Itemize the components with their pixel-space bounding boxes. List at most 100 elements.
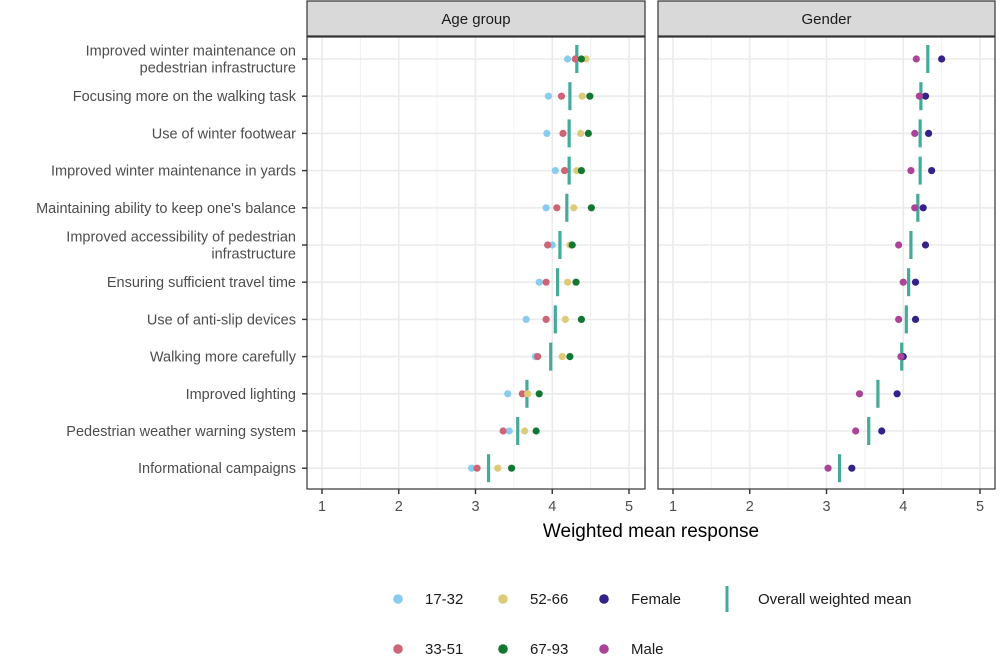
panel-age-group: Age group 1 2 3 4 5 bbox=[306, 0, 646, 515]
point-male bbox=[915, 92, 923, 100]
point-33-51 bbox=[473, 464, 481, 472]
point-female bbox=[911, 315, 920, 323]
point-67-93 bbox=[584, 129, 592, 137]
x-tick-label: 4 bbox=[548, 499, 556, 515]
x-tick-label: 3 bbox=[471, 499, 479, 515]
y-tick-label: Improved winter maintenance on pedestrian… bbox=[86, 44, 296, 77]
point-female bbox=[919, 204, 927, 212]
legend-item-male: Male bbox=[599, 641, 664, 658]
point-33-51 bbox=[542, 278, 550, 286]
point-67-93 bbox=[587, 204, 595, 212]
point-17-32 bbox=[543, 129, 551, 137]
point-67-93 bbox=[586, 92, 594, 100]
legend-label: 33-51 bbox=[425, 641, 463, 658]
legend-item-52-66: 52-66 bbox=[498, 591, 568, 608]
point-male bbox=[911, 129, 919, 137]
legend-label: Female bbox=[631, 591, 681, 608]
point-female bbox=[911, 278, 920, 286]
point-33-51 bbox=[560, 167, 569, 175]
facet-title: Age group bbox=[441, 11, 510, 28]
point-33-51 bbox=[544, 241, 552, 249]
y-tick-label: Pedestrian weather warning system bbox=[66, 424, 296, 440]
point-33-51 bbox=[571, 55, 579, 63]
x-tick-label: 3 bbox=[822, 499, 830, 515]
x-tick-label: 2 bbox=[746, 499, 754, 515]
x-tick-label: 5 bbox=[976, 499, 984, 515]
y-tick-label: Use of winter footwear bbox=[152, 126, 296, 142]
legend-key-dot bbox=[393, 644, 403, 654]
point-17-32 bbox=[468, 464, 476, 472]
point-33-51 bbox=[499, 427, 507, 435]
point-33-51 bbox=[553, 204, 561, 212]
legend-label: Male bbox=[631, 641, 664, 658]
point-33-51 bbox=[557, 92, 566, 100]
point-67-93 bbox=[568, 241, 576, 249]
point-female bbox=[893, 390, 901, 398]
legend-item-17-32: 17-32 bbox=[393, 591, 463, 608]
point-67-93 bbox=[577, 167, 586, 175]
y-tick-label: Focusing more on the walking task bbox=[73, 89, 297, 105]
y-axis: Improved winter maintenance on pedestrian… bbox=[36, 44, 307, 477]
point-17-32 bbox=[522, 315, 530, 323]
point-17-32 bbox=[505, 427, 513, 435]
point-male bbox=[899, 278, 907, 286]
legend-key-dot bbox=[599, 644, 609, 654]
legend-item-overall-weighted-mean: Overall weighted mean bbox=[725, 586, 911, 612]
y-tick-label: Informational campaigns bbox=[138, 461, 296, 477]
x-axis-title: Weighted mean response bbox=[543, 521, 759, 542]
point-female bbox=[921, 241, 930, 249]
point-52-66 bbox=[564, 278, 572, 286]
legend-label: 17-32 bbox=[425, 591, 463, 608]
point-52-66 bbox=[558, 353, 566, 361]
point-male bbox=[852, 427, 860, 435]
point-17-32 bbox=[551, 167, 559, 175]
point-male bbox=[895, 315, 903, 323]
point-17-32 bbox=[542, 204, 550, 212]
point-52-66 bbox=[561, 315, 569, 323]
point-female bbox=[848, 464, 856, 472]
panels: Age group 1 2 3 4 5 Gender 1 2 3 4 5 bbox=[306, 0, 996, 515]
x-tick-label: 1 bbox=[669, 499, 677, 515]
y-tick-label: Use of anti-slip devices bbox=[147, 312, 296, 328]
y-tick-label: Walking more carefully bbox=[150, 350, 297, 366]
point-female bbox=[921, 92, 930, 100]
y-tick-label: Improved accessibility of pedestrian infr… bbox=[66, 230, 296, 263]
point-female bbox=[928, 167, 936, 175]
point-52-66 bbox=[521, 427, 529, 435]
legend-item-67-93: 67-93 bbox=[498, 641, 568, 658]
legend-item-33-51: 33-51 bbox=[393, 641, 463, 658]
facet-strip bbox=[306, 0, 646, 37]
y-tick-label: Improved winter maintenance in yards bbox=[51, 164, 296, 180]
x-tick-label: 2 bbox=[395, 499, 403, 515]
legend-key-dot bbox=[393, 594, 403, 604]
point-67-93 bbox=[507, 464, 516, 472]
point-67-93 bbox=[532, 427, 540, 435]
legend-item-female: Female bbox=[599, 591, 681, 608]
point-male bbox=[824, 464, 832, 472]
point-male bbox=[911, 204, 919, 212]
point-17-32 bbox=[564, 55, 572, 63]
panel-gender: Gender 1 2 3 4 5 bbox=[657, 0, 996, 515]
point-52-66 bbox=[577, 129, 585, 137]
point-male bbox=[907, 167, 915, 175]
point-male bbox=[855, 390, 864, 398]
x-tick-label: 5 bbox=[625, 499, 633, 515]
legend-label: 52-66 bbox=[530, 591, 568, 608]
point-52-66 bbox=[524, 390, 532, 398]
point-33-51 bbox=[518, 390, 526, 398]
point-33-51 bbox=[542, 315, 550, 323]
point-52-66 bbox=[578, 92, 586, 100]
point-female bbox=[924, 129, 933, 137]
point-male bbox=[895, 241, 903, 249]
legend-label: Overall weighted mean bbox=[758, 591, 911, 608]
y-tick-label: Improved lighting bbox=[186, 387, 296, 403]
legend-key-dot bbox=[599, 594, 609, 604]
point-67-93 bbox=[566, 353, 574, 361]
facet-strip bbox=[657, 0, 996, 37]
point-male bbox=[912, 55, 920, 63]
legend: 17-32 52-66 Female Overall weighted mean 33-… bbox=[393, 586, 911, 658]
legend-key-dot bbox=[498, 594, 508, 604]
point-female bbox=[938, 55, 946, 63]
point-female bbox=[878, 427, 886, 435]
